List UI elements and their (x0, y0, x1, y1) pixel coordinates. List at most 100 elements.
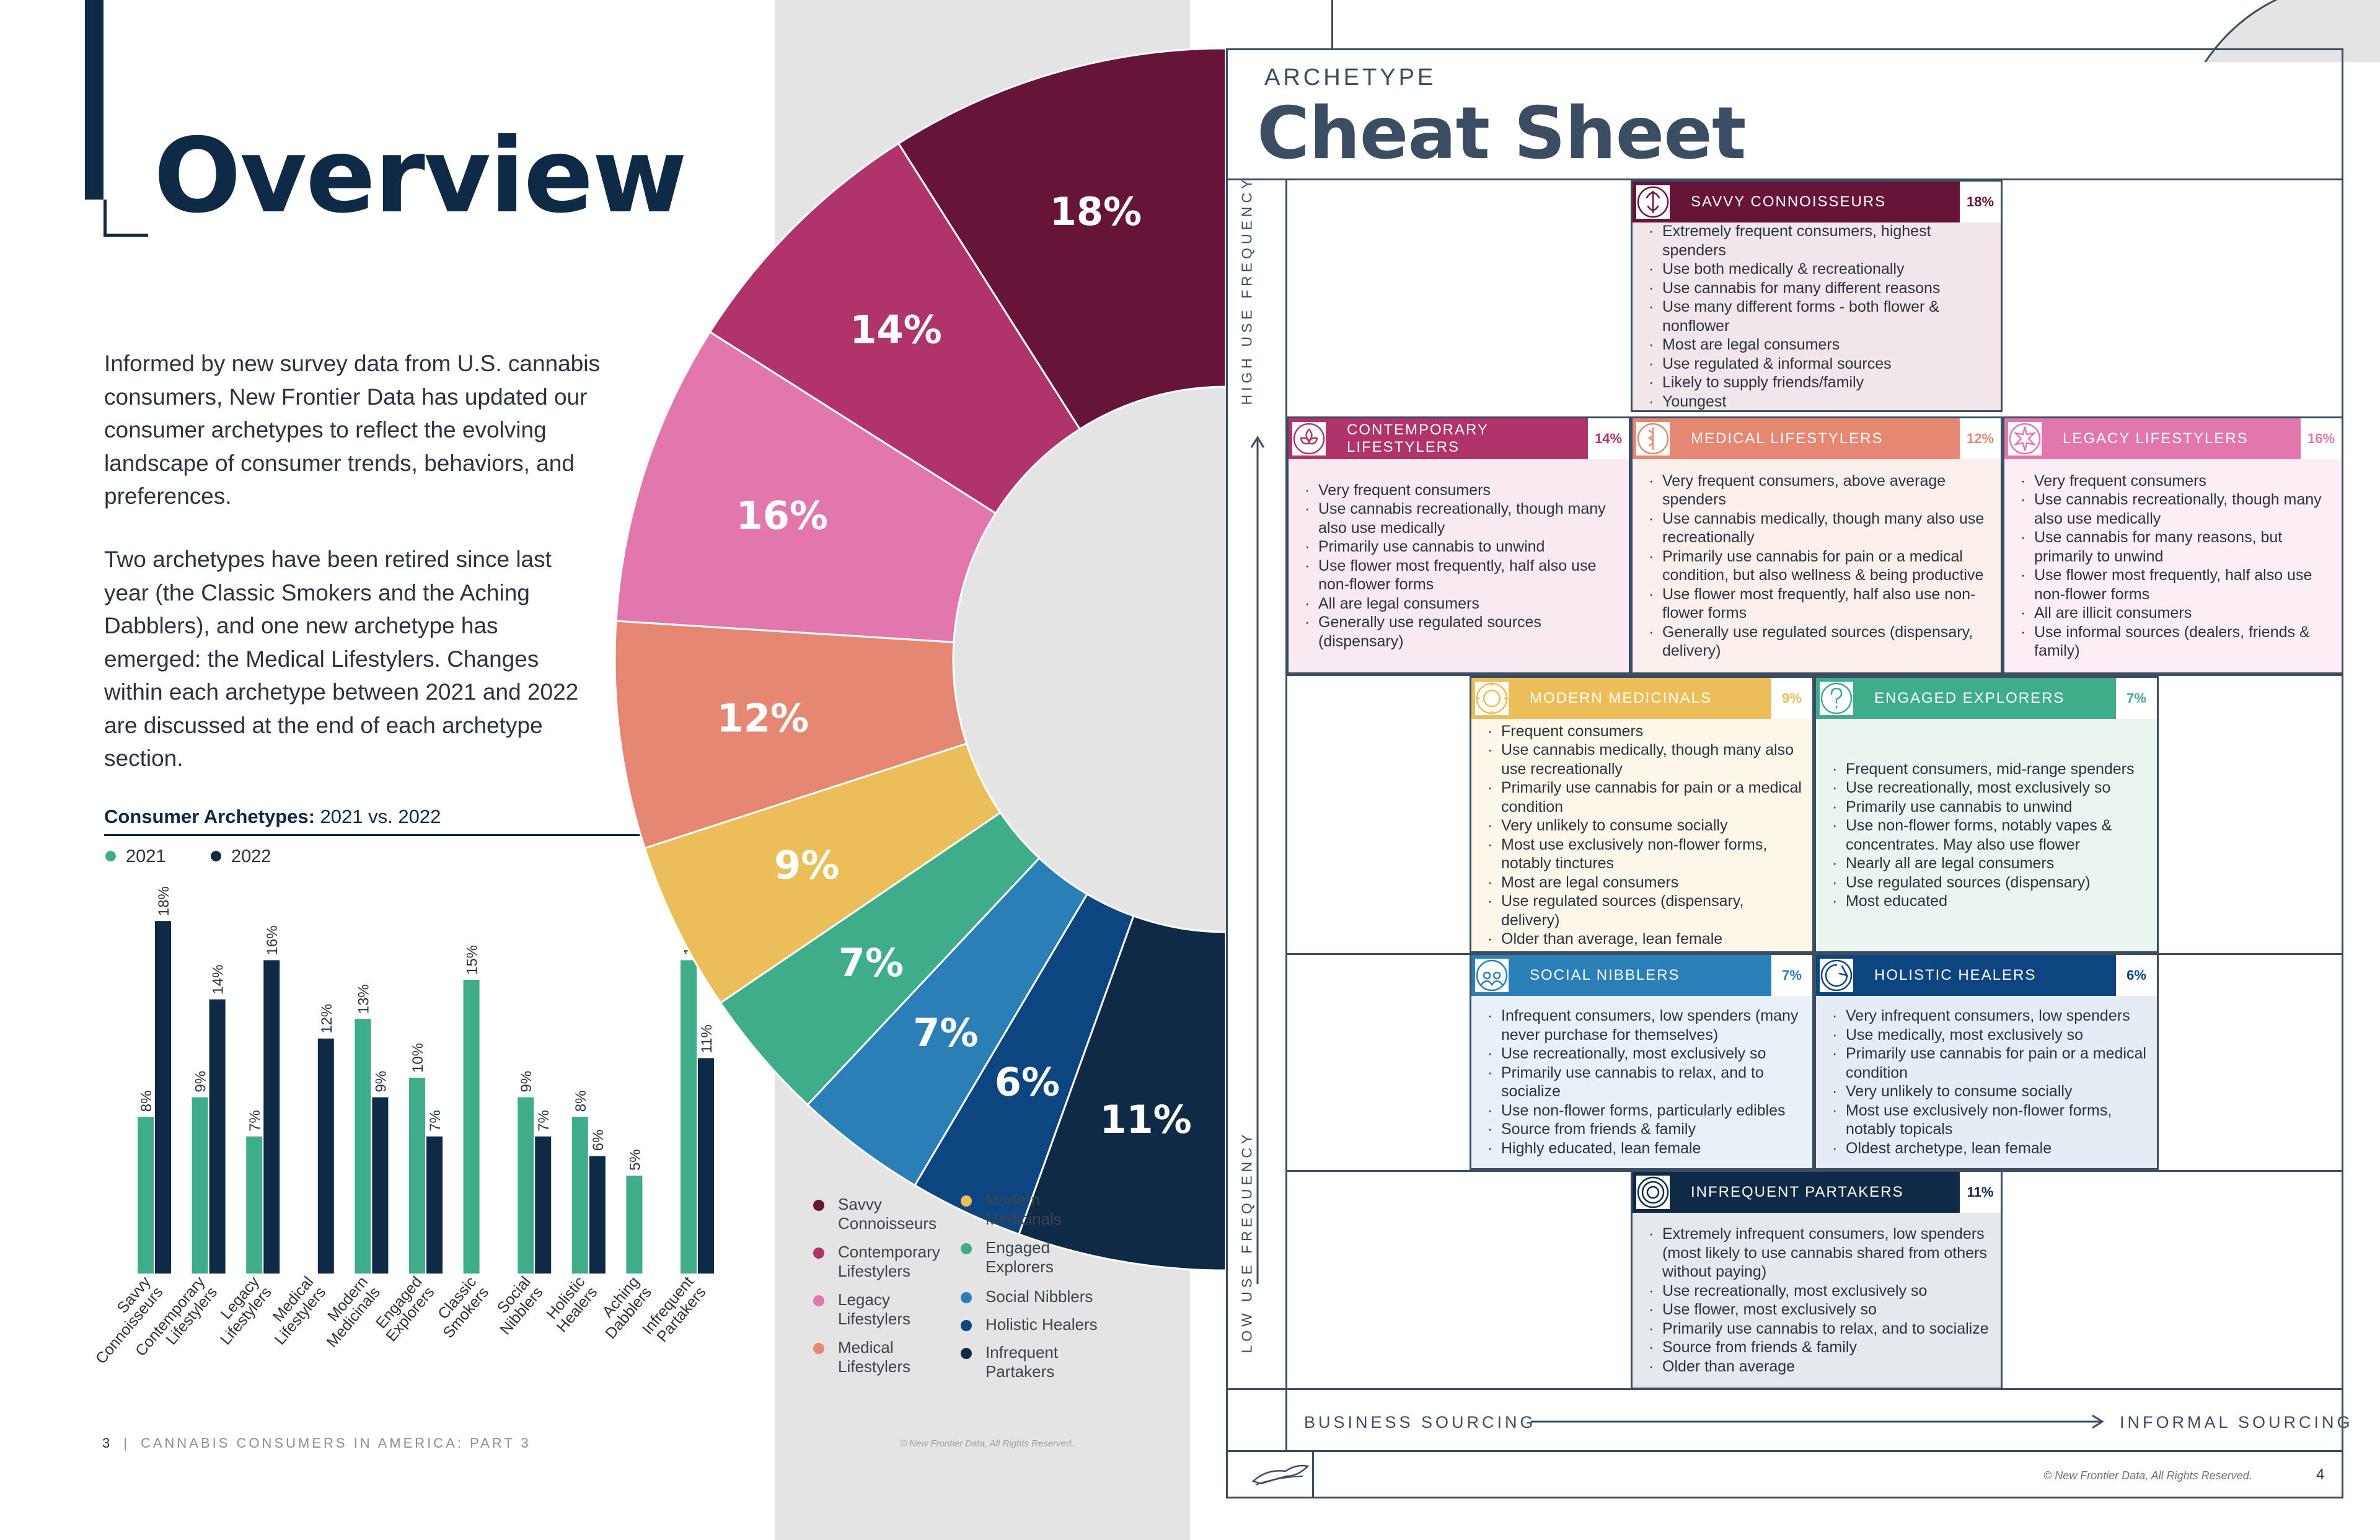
donut-chart: 18% 14% 16% 12% 9% 7%7% 6% 11% (614, 48, 1240, 1270)
bar-label-2021-7: 9% (518, 1071, 535, 1093)
donut-slice-2 (615, 330, 997, 643)
card-header: SAVVY CONNOISSEURS 18% (1633, 182, 2001, 222)
archetype-label: ARCHETYPE (1264, 64, 1437, 90)
bullet-item: Extremely infrequent consumers, low spen… (1649, 1225, 1994, 1282)
bar-2021-4 (355, 1019, 371, 1274)
bar-2021-2 (246, 1136, 263, 1274)
card-header: HOLISTIC HEALERS 6% (1816, 955, 2157, 996)
bar-label-2022-5: 7% (427, 1110, 444, 1132)
donut-legend-label: Connoisseurs (838, 1214, 937, 1233)
card-title: MEDICAL LIFESTYLERS (1691, 430, 1884, 447)
bullet-item: Use cannabis recreationally, though many… (2021, 490, 2335, 528)
bullet-item: Source from friends & family (1488, 1120, 1806, 1139)
bullet-item: Use flower most frequently, half also us… (2021, 566, 2335, 604)
donut-slice-3 (614, 620, 968, 850)
bar-chart-title: Consumer Archetypes: 2021 vs. 2022 (104, 806, 441, 828)
bullet-item: Use flower most frequently, half also us… (1649, 585, 1994, 623)
legend-dot (961, 1292, 972, 1303)
card-header: ENGAGED EXPLORERS 7% (1816, 678, 2157, 719)
card-percent: 18% (1960, 182, 2001, 222)
card-percent: 6% (2116, 955, 2157, 996)
bullet-item: Infrequent consumers, low spenders (many… (1488, 1006, 1806, 1044)
bullet-item: Use regulated & informal sources (1649, 354, 1994, 374)
donut-legend-label: Social Nibblers (985, 1287, 1093, 1306)
card-body: Very frequent consumers, above average s… (1633, 459, 2001, 672)
donut-legend-label: Savvy (838, 1195, 882, 1213)
bar-label-2022-3: 12% (319, 1004, 335, 1034)
card-percent: 7% (2116, 678, 2157, 719)
bullet-item: Primarily use cannabis to unwind (1832, 798, 2151, 817)
bullet-item: Youngest (1649, 392, 1994, 411)
vertical-axis-arrow (1250, 436, 1265, 1284)
bar-label-2021-1: 9% (193, 1071, 209, 1093)
copyright-right: © New Frontier Data, All Rights Reserved… (2043, 1469, 2252, 1482)
bar-2021-0 (138, 1117, 154, 1274)
card-title: LEGACY LIFESTYLERS (2063, 430, 2249, 447)
bullet-list: Very frequent consumersUse cannabis recr… (1305, 481, 1623, 651)
bar-label-2022-10: 11% (699, 1024, 715, 1053)
connoisseur-icon (1636, 185, 1670, 219)
card-header: SOCIAL NIBBLERS 7% (1471, 955, 1812, 996)
donut-label-6: 7% (913, 1010, 978, 1055)
bullet-item: Highly educated, lean female (1488, 1139, 1806, 1158)
donut-legend-label: Modern (985, 1190, 1041, 1209)
donut-legend-label: Explorers (985, 1257, 1054, 1276)
footer-publication: CANNABIS CONSUMERS IN AMERICA: PART 3 (140, 1435, 531, 1451)
bullet-item: Use cannabis recreationally, though many… (1305, 499, 1623, 537)
donut-legend-item: Medical Lifestylers (813, 1338, 910, 1376)
bar-label-2022-7: 7% (536, 1110, 552, 1132)
legend-dot (961, 1195, 972, 1207)
bullet-item: Likely to supply friends/family (1649, 373, 1994, 392)
donut-legend-label: Lifestylers (838, 1309, 911, 1328)
bullet-item: Most are legal consumers (1488, 873, 1806, 892)
sun-icon (1475, 682, 1509, 715)
donut-legend-label: Contemporary (838, 1243, 940, 1261)
legend-2022: 2022 (211, 847, 271, 867)
legend-dot-2022 (211, 850, 221, 861)
bar-label-2021-9: 5% (627, 1149, 643, 1171)
donut-legend-item: Holistic Healers (961, 1315, 1098, 1334)
bullet-item: Very frequent consumers, above average s… (1649, 472, 1994, 509)
bar-label-2021-8: 8% (573, 1091, 589, 1112)
donut-label-5: 7% (839, 940, 904, 985)
card-header: CONTEMPORARY LIFESTYLERS 14% (1289, 418, 1629, 459)
bar-2021-5 (409, 1078, 425, 1274)
donut-legend-item: Legacy Lifestylers (813, 1290, 911, 1329)
title-accent-bar (85, 0, 104, 200)
grid-line (1226, 1450, 2343, 1452)
card-body: Very infrequent consumers, low spendersU… (1816, 996, 2157, 1168)
bullet-item: Primarily use cannabis for pain or a med… (1488, 778, 1806, 816)
bar-label-2022-2: 16% (264, 925, 281, 955)
grid-line (1285, 178, 1287, 1450)
cheat-sheet-title: Cheat Sheet (1257, 92, 1746, 175)
archetype-card: ENGAGED EXPLORERS 7% Frequent consumers, m… (1814, 676, 2159, 953)
bullet-item: Very frequent consumers (1305, 481, 1623, 500)
medical-icon (1636, 422, 1670, 455)
informal-sourcing-label: INFORMAL SOURCING (2120, 1413, 2353, 1432)
footer-left: 3 | CANNABIS CONSUMERS IN AMERICA: PART 3 (102, 1435, 531, 1451)
bullet-item: Use cannabis for many different reasons (1649, 279, 1994, 298)
donut-legend-label: Engaged (985, 1238, 1051, 1257)
bullet-item: All are legal consumers (1305, 594, 1623, 614)
card-percent: 14% (1588, 418, 1629, 459)
donut-label-7: 6% (995, 1059, 1060, 1104)
bullet-list: Frequent consumers, mid-range spendersUs… (1832, 760, 2151, 911)
question-icon (1820, 682, 1853, 715)
bar-label-2022-0: 18% (156, 886, 172, 916)
bar-2021-8 (571, 1117, 588, 1274)
donut-legend-label: Partakers (985, 1362, 1055, 1381)
donut-label-1: 14% (850, 307, 941, 353)
legend-dot (813, 1295, 824, 1306)
cheat-sheet-frame (1226, 48, 2343, 1498)
legacy-icon (2008, 422, 2042, 455)
donut-legend-item: Savvy Connoisseurs (813, 1195, 937, 1233)
bar-chart: 8%18%SavvyConnoisseurs9%14%ContemporaryL… (92, 886, 715, 1367)
bullet-item: Use non-flower forms, particularly edibl… (1488, 1101, 1806, 1120)
legend-dot (961, 1243, 972, 1254)
bullet-item: Use cannabis for many reasons, but prima… (2021, 528, 2335, 566)
donut-legend-label: Legacy (838, 1290, 890, 1309)
bullet-item: Generally use regulated sources (dispens… (1305, 613, 1623, 651)
bar-label-2022-1: 14% (210, 965, 227, 995)
bar-2022-7 (535, 1136, 552, 1274)
bullet-item: Use both medically & recreationally (1649, 260, 1994, 279)
